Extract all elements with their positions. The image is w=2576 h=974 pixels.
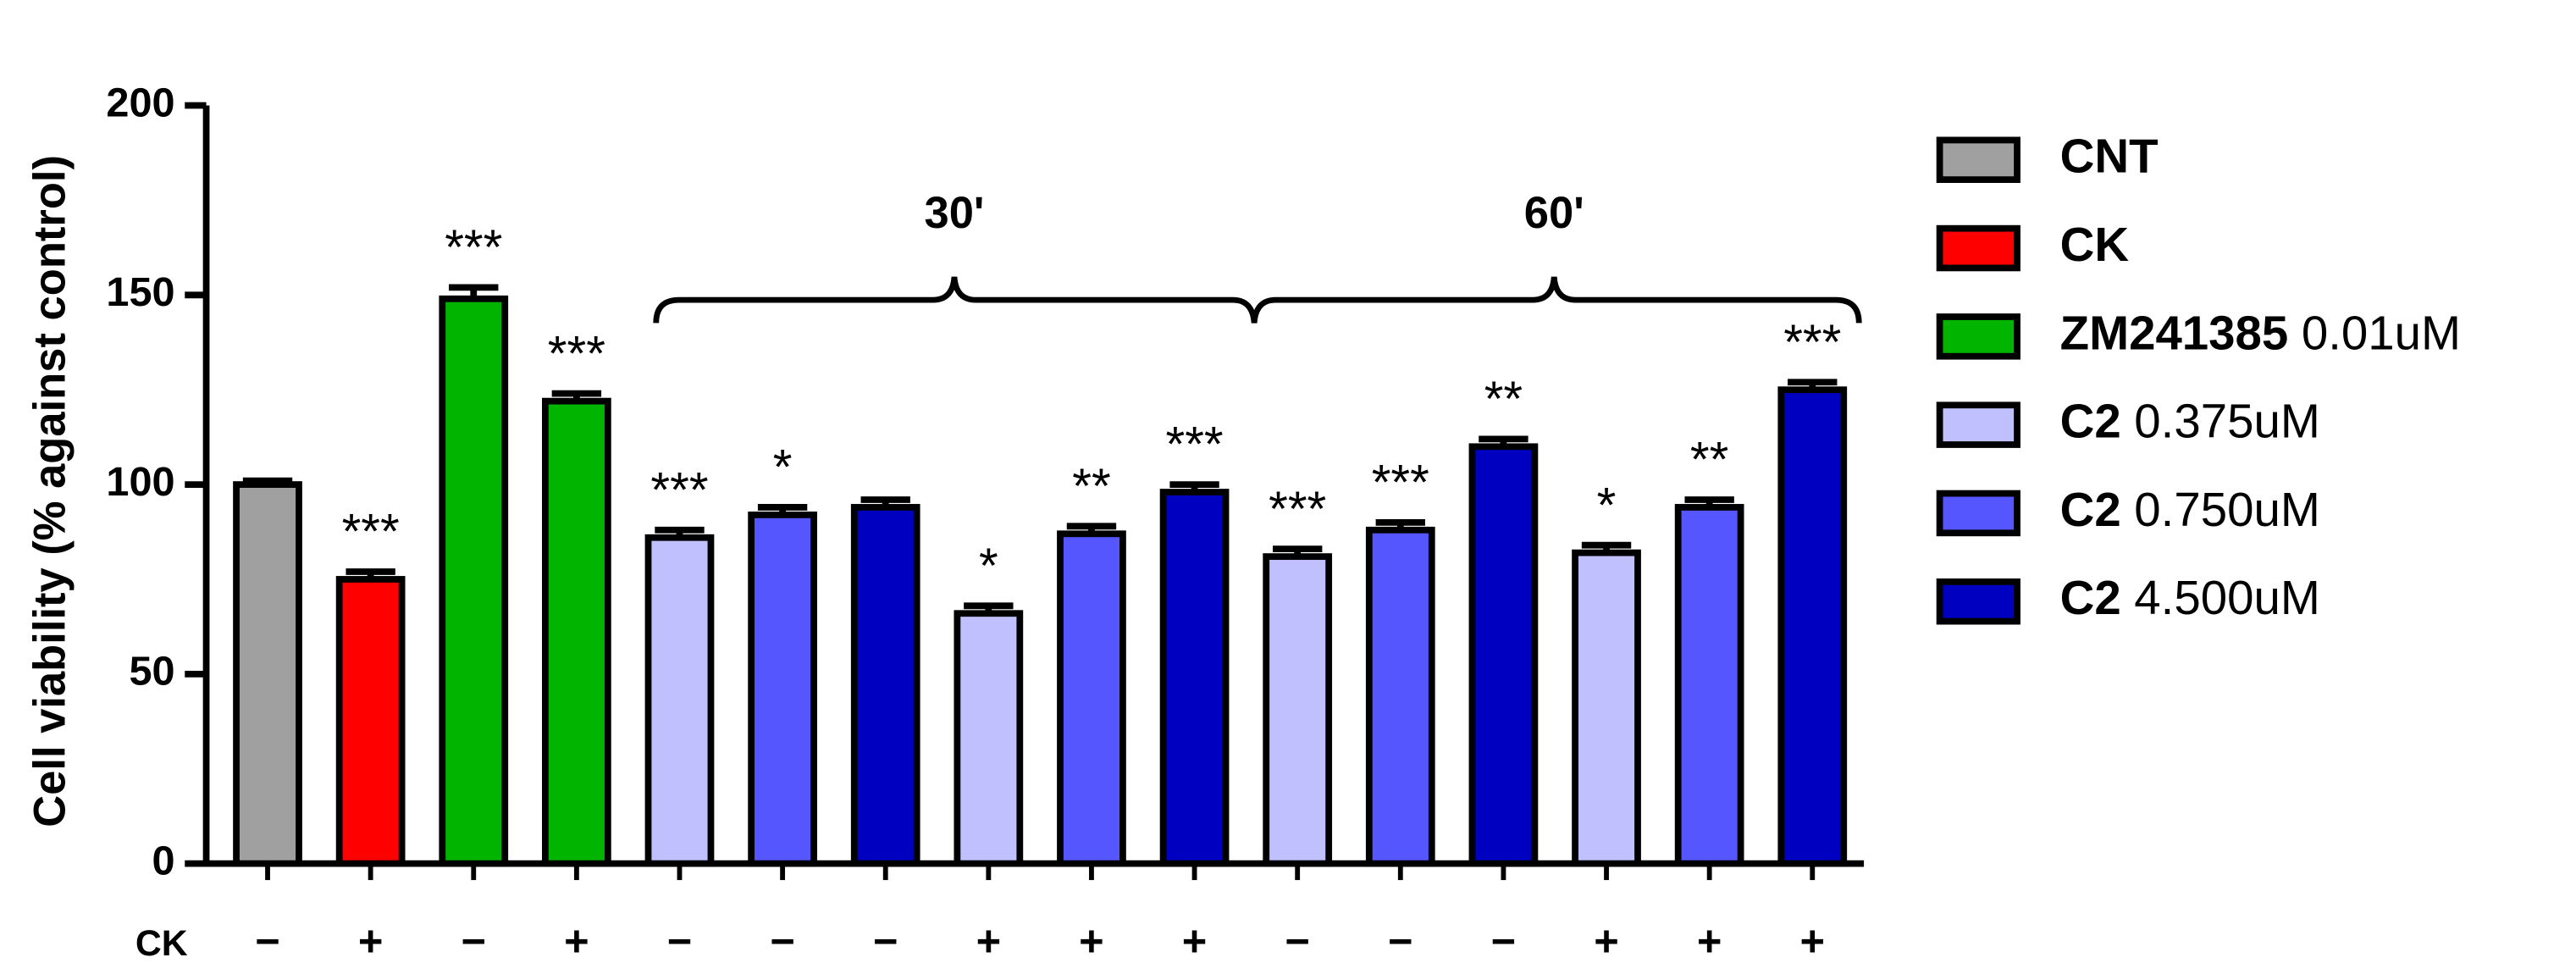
legend-name: C2 [2060,571,2121,624]
significance-label: *** [1269,482,1326,537]
legend-swatch [1936,224,2020,272]
significance-label: ** [1484,372,1523,427]
legend-swatch [1936,578,2020,625]
bar [1057,530,1126,867]
legend-swatch [1936,401,2020,448]
bar [1777,386,1848,867]
x-tick-label: + [358,916,384,965]
legend-label: ZM241385 0.01uM [2060,306,2461,359]
x-tick-label: − [873,916,898,965]
significance-label: * [1597,478,1617,533]
annotation: 30' [925,188,985,238]
legend-dose: 0.750uM [2134,483,2320,536]
x-tick-label: + [1594,916,1619,965]
significance-label: ** [1072,459,1110,514]
x-tick-label: − [1491,916,1517,965]
legend-name: C2 [2060,483,2121,536]
significance-label: *** [548,326,605,381]
x-tick-label: + [1799,916,1825,965]
legend-swatch [1936,136,2020,183]
bracket [653,276,1862,324]
significance-label: *** [1783,315,1841,370]
legend-swatch [1936,490,2020,537]
x-tick-label: + [1697,916,1722,965]
significance-label: * [979,539,998,594]
bar [233,481,302,867]
x-tick-label: − [461,916,486,965]
significance-label: *** [342,505,400,560]
bar [1365,526,1435,867]
bar [439,295,509,867]
significance-label: ** [1690,433,1728,488]
legend-dose: 0.01uM [2302,306,2461,359]
bar [850,504,920,867]
row-label: CK [135,923,188,964]
y-tick-label: 150 [106,269,174,315]
significance-label: * [773,440,793,495]
significance-label: *** [445,220,502,275]
legend-label: CK [2060,218,2130,271]
bar [1572,549,1641,867]
legend-label: C2 0.750uM [2060,483,2320,536]
x-tick-label: − [770,916,795,965]
annotation: 60' [1524,188,1584,238]
bar [954,610,1024,867]
legend-label: CNT [2060,130,2159,183]
x-tick-label: + [1079,916,1104,965]
bar [748,511,817,867]
bar [1263,553,1333,867]
legend-swatch [1936,313,2020,360]
x-tick-label: − [1388,916,1413,965]
y-axis-label: Cell viability (% against control) [25,155,75,827]
legend-name: C2 [2060,395,2121,448]
x-tick-label: − [1285,916,1310,965]
significance-label: *** [1166,418,1224,473]
x-tick-label: + [1182,916,1208,965]
bar [335,576,406,867]
legend-name: CNT [2060,130,2159,183]
significance-label: *** [650,462,708,517]
legend-dose: 4.500uM [2134,571,2320,624]
x-tick-label: − [255,916,280,965]
y-tick-label: 100 [106,459,174,505]
x-tick-label: + [564,916,589,965]
legend-dose: 0.375uM [2134,395,2320,448]
y-tick-label: 200 [106,80,174,125]
bar [1468,443,1539,867]
bar [1674,504,1744,867]
legend-label: C2 0.375uM [2060,395,2320,448]
x-tick-label: − [667,916,693,965]
bar [644,534,715,867]
bar [542,397,611,867]
legend-name: ZM241385 [2060,306,2289,359]
x-tick-label: + [976,916,1002,965]
y-tick-label: 0 [152,838,175,883]
y-tick-label: 50 [129,649,174,695]
legend-label: C2 4.500uM [2060,571,2320,624]
bar [1159,489,1230,867]
significance-label: *** [1372,455,1429,510]
legend-name: CK [2060,218,2130,271]
